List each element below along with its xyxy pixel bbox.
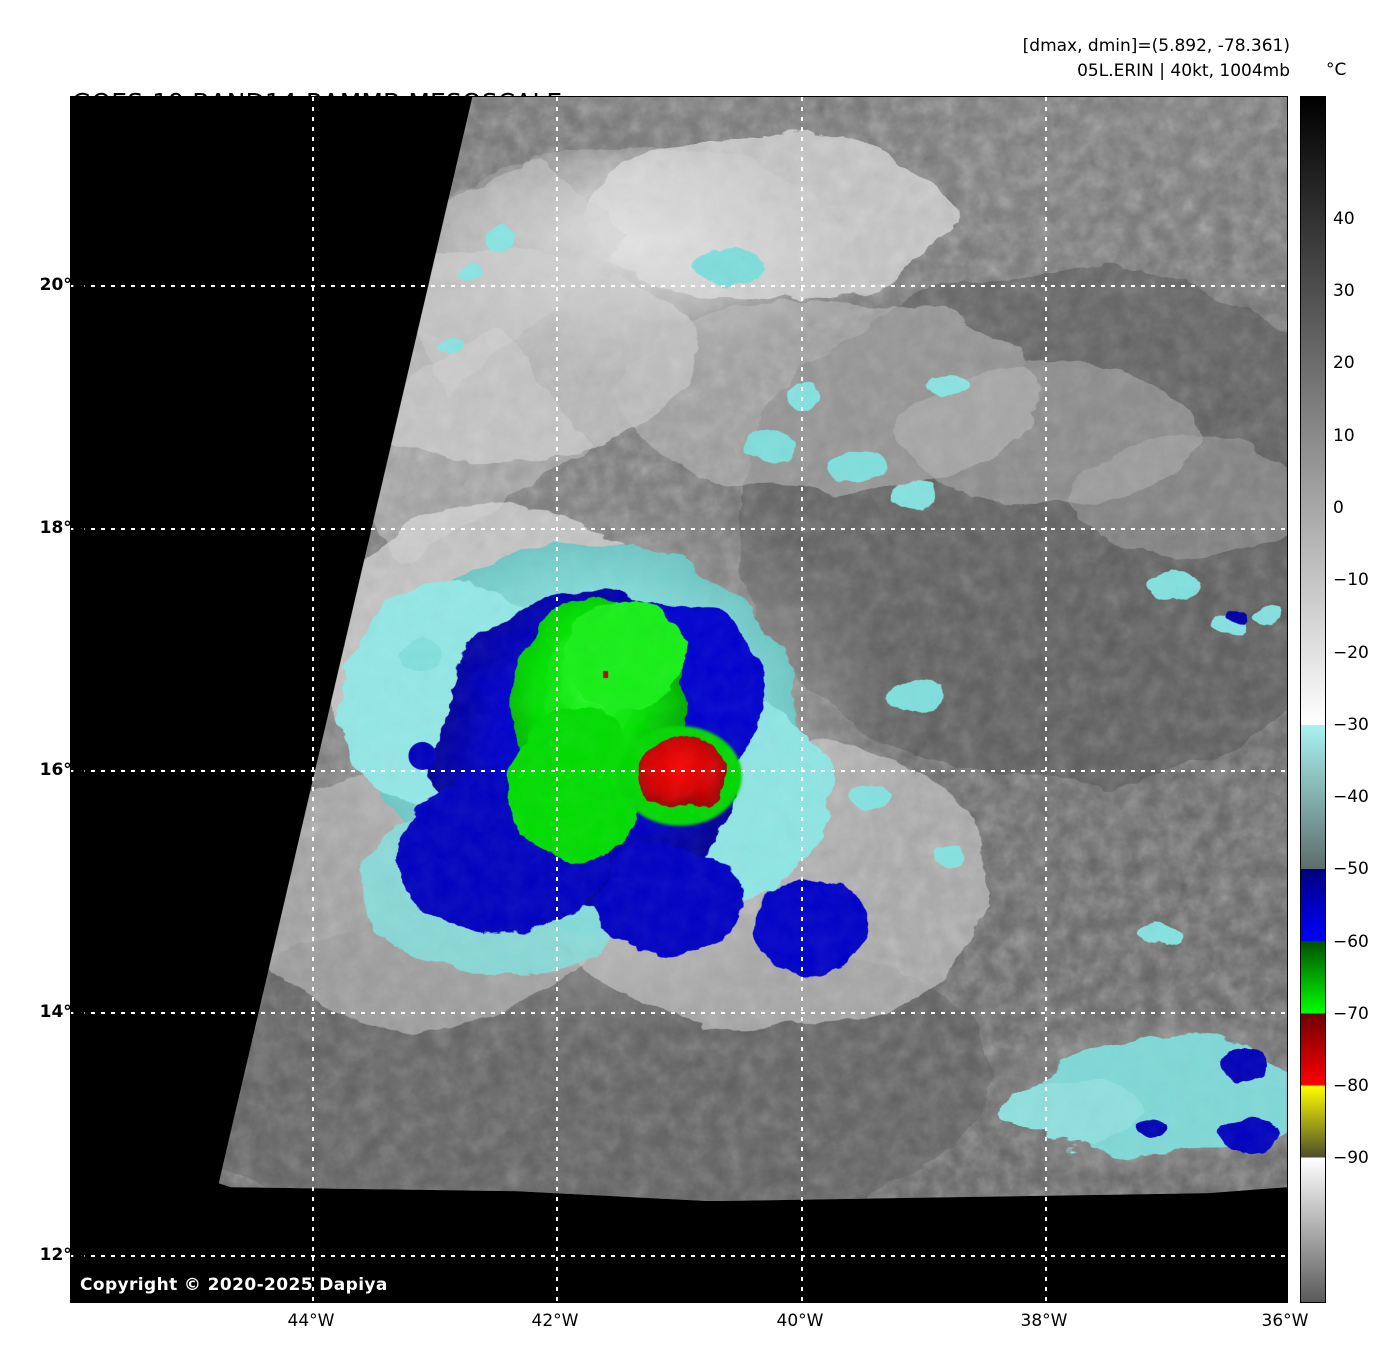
y-axis-tick-20n: 20°N (39, 275, 86, 295)
colorbar-tick-minus70: −70 (1333, 1003, 1369, 1024)
y-axis-tick-16n: 16°N (39, 760, 86, 780)
storm-info-label: 05L.ERIN | 40kt, 1004mb (1077, 61, 1290, 81)
colorbar-tick-minus80: −80 (1333, 1076, 1369, 1097)
colorbar-gradient (1301, 97, 1325, 1302)
colorbar-tick-minus90: −90 (1333, 1148, 1369, 1169)
colorbar-tick-0: 0 (1333, 497, 1344, 518)
colorbar-tick-minus20: −20 (1333, 642, 1369, 663)
colorbar-tick-40: 40 (1333, 208, 1355, 229)
x-axis-tick-40w: 40°W (776, 1311, 824, 1331)
colorbar[interactable] (1300, 96, 1326, 1303)
colorbar-tick-minus60: −60 (1333, 931, 1369, 952)
colorbar-tick-minus50: −50 (1333, 859, 1369, 880)
colorbar-tick-10: 10 (1333, 425, 1355, 446)
x-axis-tick-38w: 38°W (1020, 1311, 1068, 1331)
satellite-swath (71, 97, 1287, 1302)
satellite-image-plot[interactable] (70, 96, 1288, 1303)
copyright-label: Copyright © 2020-2025 Dapiya (80, 1275, 388, 1295)
y-axis-tick-14n: 14°N (39, 1002, 86, 1022)
x-axis-tick-42w: 42°W (531, 1311, 579, 1331)
x-axis-tick-44w: 44°W (287, 1311, 335, 1331)
colorbar-tick-30: 30 (1333, 281, 1355, 302)
y-axis-tick-18n: 18°N (39, 518, 86, 538)
metadata-block: [dmax, dmin]=(5.892, -78.361) 05L.ERIN |… (1023, 34, 1290, 84)
colorbar-tick-minus10: −10 (1333, 570, 1369, 591)
colorbar-tick-minus40: −40 (1333, 787, 1369, 808)
colorbar-tick-20: 20 (1333, 353, 1355, 374)
gridline-lon-36 (1287, 97, 1288, 1302)
colorbar-tick-minus30: −30 (1333, 714, 1369, 735)
colorbar-unit-label: °C (1326, 60, 1347, 80)
y-axis-tick-12n: 12°N (39, 1245, 86, 1265)
x-axis-tick-36w: 36°W (1261, 1311, 1309, 1331)
data-range-label: [dmax, dmin]=(5.892, -78.361) (1022, 36, 1290, 56)
